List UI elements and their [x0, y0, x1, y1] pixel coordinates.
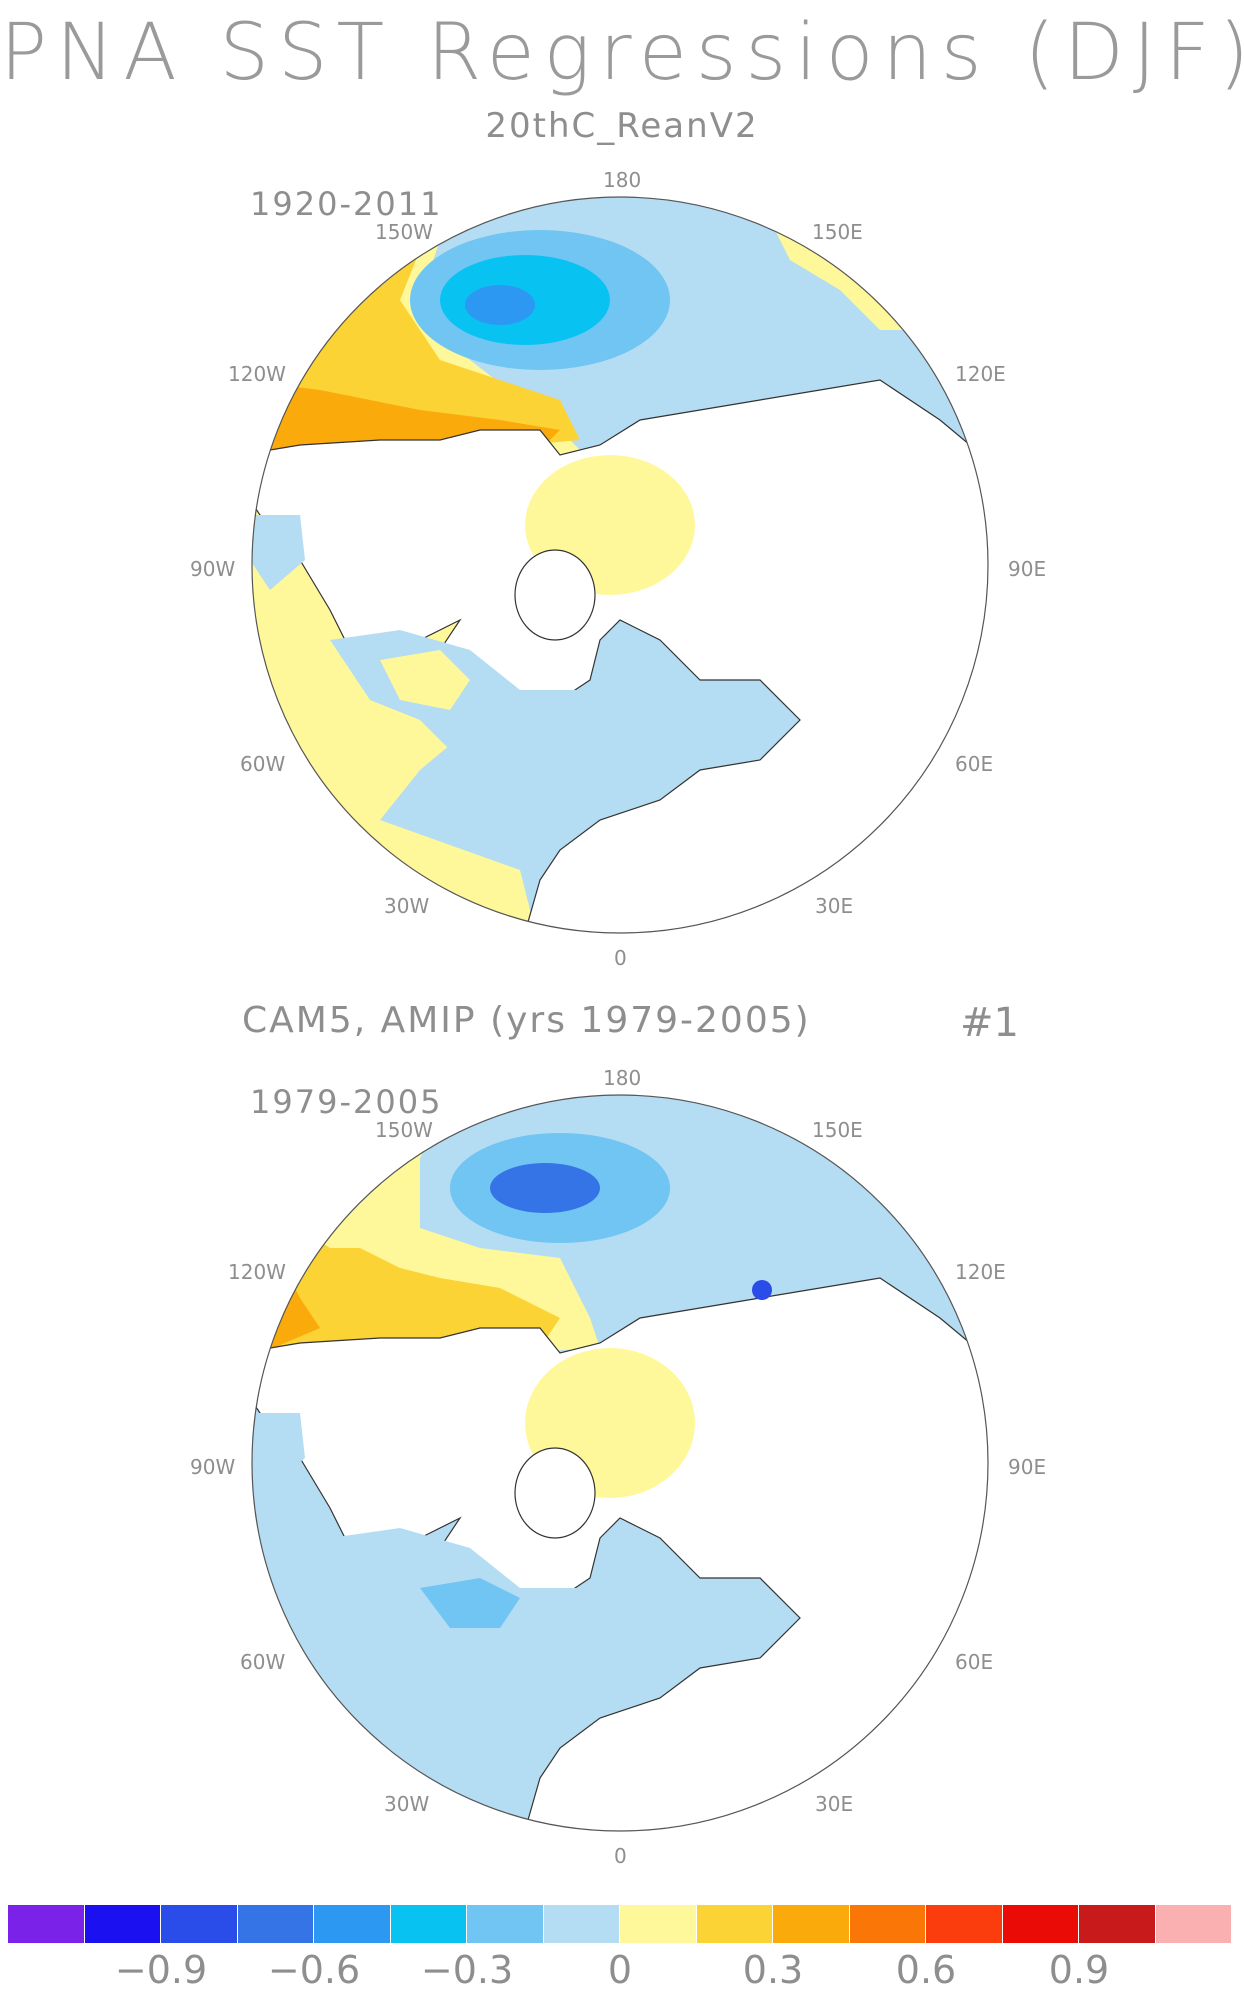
colorbar-label: −0.9	[114, 1948, 208, 1992]
panel1-lon-0: 0	[614, 946, 627, 970]
panel1-lon-90w: 90W	[190, 557, 236, 581]
panel1-map-boundary	[251, 196, 989, 934]
panel1-lon-60w: 60W	[240, 752, 286, 776]
colorbar-swatch	[467, 1905, 544, 1943]
colorbar-swatch	[314, 1905, 391, 1943]
panel2-landmass	[252, 1277, 988, 1831]
colorbar-swatch	[1002, 1905, 1079, 1943]
colorbar-swatch	[1079, 1905, 1156, 1943]
panel1-greenland	[514, 549, 596, 641]
colorbar-swatch	[696, 1905, 773, 1943]
colorbar-swatch	[773, 1905, 850, 1943]
colorbar-swatch	[620, 1905, 697, 1943]
panel2-field-neg-spot	[752, 1280, 772, 1300]
panel2-greenland	[514, 1447, 596, 1539]
panel1-subtitle: 20thC_ReanV2	[485, 106, 759, 146]
panel1-field-neg-center	[465, 285, 535, 325]
panel1-lon-150e: 150E	[812, 220, 863, 244]
panel1-lon-150w: 150W	[375, 220, 433, 244]
colorbar-label: 0.6	[895, 1948, 957, 1992]
panel1-polar-map	[251, 196, 989, 934]
colorbar-label: 0.3	[742, 1948, 804, 1992]
colorbar-swatch	[8, 1905, 85, 1943]
panel1-lon-120w: 120W	[228, 362, 286, 386]
colorbar-swatch	[161, 1905, 238, 1943]
colorbar-label: −0.3	[420, 1948, 514, 1992]
colorbar-label: −0.6	[267, 1948, 361, 1992]
panel1-lon-30w: 30W	[384, 894, 430, 918]
panel2-lon-150w: 150W	[375, 1118, 433, 1142]
panel2-lon-60w: 60W	[240, 1650, 286, 1674]
panel2-lon-60e: 60E	[955, 1650, 994, 1674]
panel2-number: #1	[960, 1000, 1019, 1046]
colorbar-label: 0.9	[1048, 1948, 1110, 1992]
panel1-lon-30e: 30E	[815, 894, 854, 918]
colorbar-label: 0	[607, 1948, 633, 1992]
main-title: PNA SST Regressions (DJF)	[0, 8, 1244, 98]
colorbar-swatch	[543, 1905, 620, 1943]
panel1-lon-180: 180	[603, 168, 642, 192]
panel2-lon-30e: 30E	[815, 1792, 854, 1816]
panel2-lon-180: 180	[603, 1066, 642, 1090]
colorbar-swatch	[849, 1905, 926, 1943]
panel2-field-neg-core	[490, 1163, 600, 1213]
panel2-lon-120e: 120E	[955, 1260, 1006, 1284]
panel2-subtitle: CAM5, AMIP (yrs 1979-2005)	[242, 1000, 811, 1041]
panel2-lon-0: 0	[614, 1844, 627, 1868]
panel1-atlantic-yellow	[380, 650, 470, 710]
colorbar-swatch	[237, 1905, 314, 1943]
panel1-landmass	[252, 379, 988, 933]
colorbar-swatch	[926, 1905, 1003, 1943]
panel2-lon-150e: 150E	[812, 1118, 863, 1142]
colorbar-swatch	[1155, 1905, 1232, 1943]
panel2-years-label: 1979-2005	[250, 1083, 443, 1121]
panel2-field-orange-band	[252, 1228, 560, 1358]
colorbar-swatch	[390, 1905, 467, 1943]
panel2-lon-120w: 120W	[228, 1260, 286, 1284]
panel2-atlantic-blue	[420, 1578, 520, 1628]
panel2-lon-90e: 90E	[1008, 1455, 1047, 1479]
panel2-lon-30w: 30W	[384, 1792, 430, 1816]
panel1-lon-120e: 120E	[955, 362, 1006, 386]
panel1-lon-60e: 60E	[955, 752, 994, 776]
panel2-map-boundary	[251, 1094, 989, 1832]
panel2-lon-90w: 90W	[190, 1455, 236, 1479]
panel1-lon-90e: 90E	[1008, 557, 1047, 581]
panel1-hudson	[252, 515, 305, 590]
colorbar	[8, 1905, 1232, 1943]
colorbar-swatch	[84, 1905, 161, 1943]
panel1-years-label: 1920-2011	[250, 185, 443, 223]
panel2-polar-map	[251, 1094, 989, 1832]
panel2-hudson	[252, 1413, 305, 1488]
